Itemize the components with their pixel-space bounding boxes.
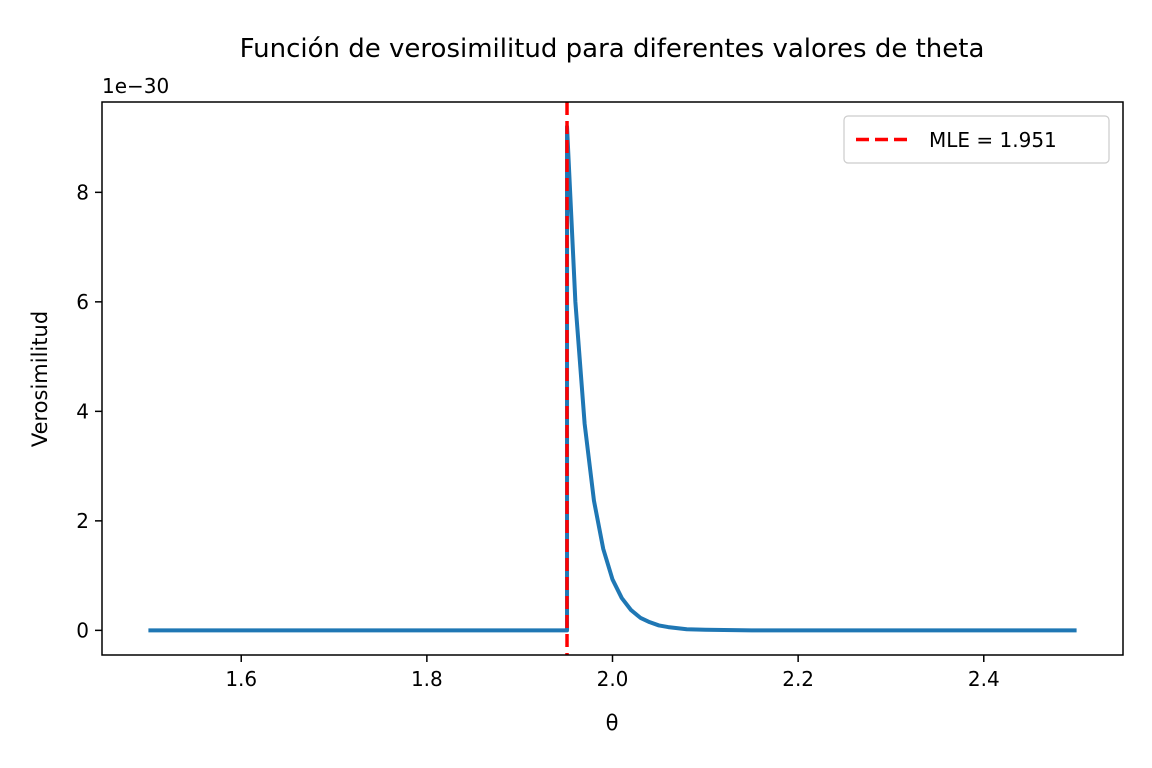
y-axis-label: Verosimilitud <box>28 311 52 447</box>
y-tick-label-0: 0 <box>76 618 89 642</box>
legend-label-mle: MLE = 1.951 <box>929 128 1057 152</box>
series-line-0 <box>148 124 1077 633</box>
y-tick-label-4: 8 <box>76 180 89 204</box>
x-axis-label: θ <box>606 711 619 735</box>
x-tick-label-0: 1.6 <box>225 667 257 691</box>
y-tick-label-3: 6 <box>76 290 89 314</box>
x-tick-label-3: 2.2 <box>782 667 814 691</box>
y-offset-label: 1e−30 <box>102 74 169 98</box>
axes-frame <box>101 101 1124 656</box>
plot-area <box>148 102 1077 655</box>
legend-box <box>843 115 1110 164</box>
chart-title: Función de verosimilitud para diferentes… <box>240 34 985 64</box>
y-tick-label-1: 2 <box>76 509 89 533</box>
x-tick-label-2: 2.0 <box>597 667 629 691</box>
x-tick-label-1: 1.8 <box>411 667 443 691</box>
x-tick-label-4: 2.4 <box>968 667 1000 691</box>
legend: MLE = 1.951 <box>843 115 1110 164</box>
axis-ticks: 1.6 1.8 2.0 2.2 2.4 0 2 4 6 8 <box>76 180 999 691</box>
y-tick-label-2: 4 <box>76 399 89 423</box>
